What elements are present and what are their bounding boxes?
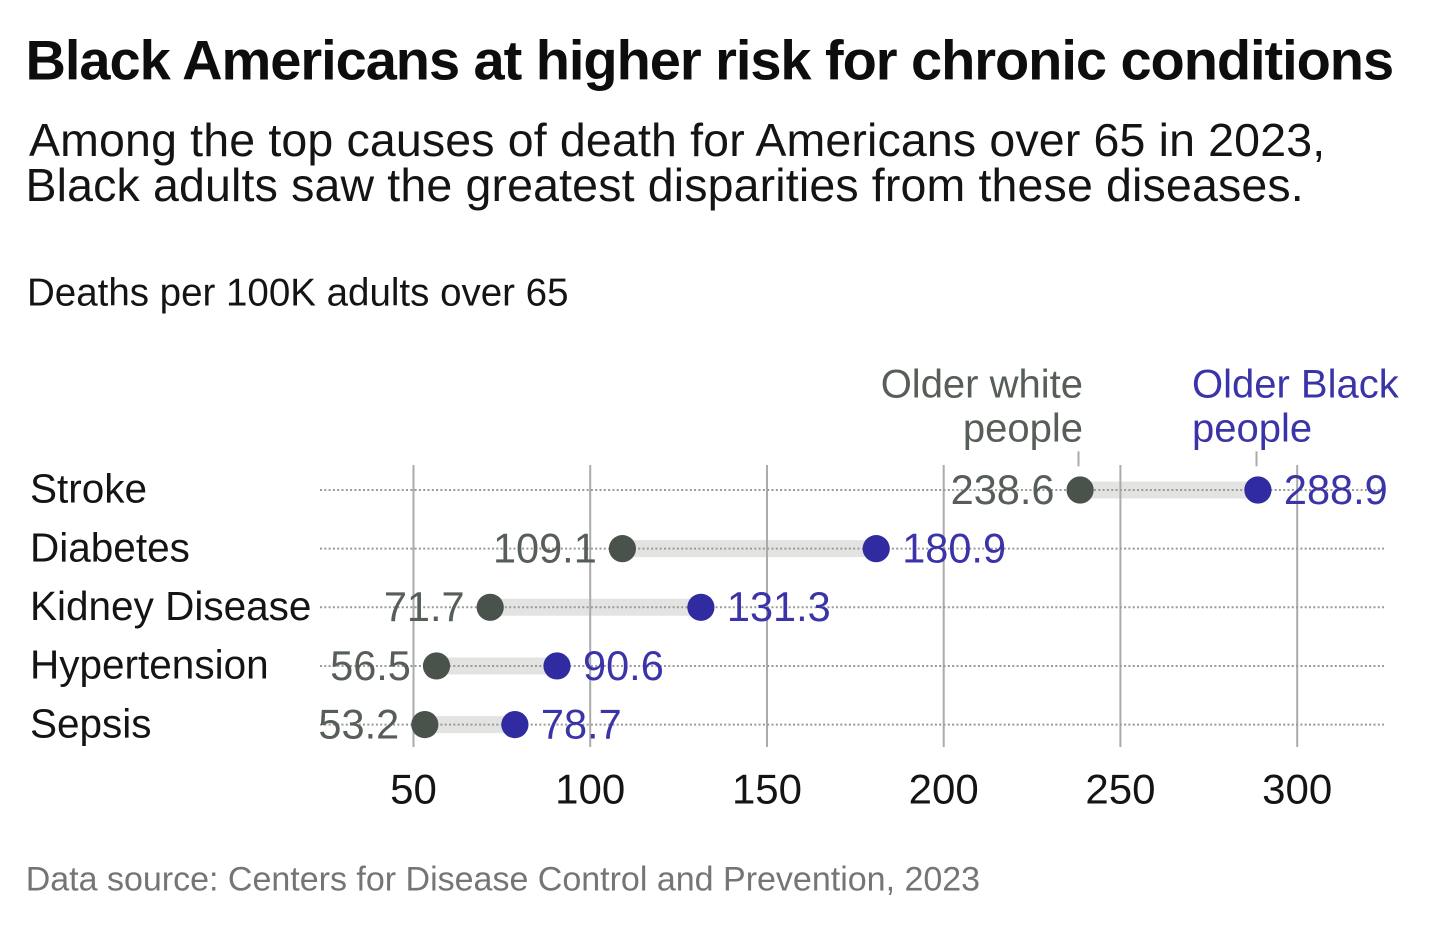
svg-text:Black Americans at higher risk: Black Americans at higher risk for chron… [26,28,1394,91]
svg-text:300: 300 [1262,765,1332,812]
svg-text:Black adults saw the greatest: Black adults saw the greatest disparitie… [26,159,1304,211]
svg-text:90.6: 90.6 [583,642,664,689]
svg-text:Deaths per 100K adults over 65: Deaths per 100K adults over 65 [27,271,568,314]
svg-text:people: people [1192,407,1312,451]
svg-text:Data source: Centers for Disea: Data source: Centers for Disease Control… [26,861,980,899]
svg-text:100: 100 [555,765,625,812]
svg-text:180.9: 180.9 [902,524,1006,571]
svg-text:Sepsis: Sepsis [30,700,152,746]
svg-text:Among the top causes of death: Among the top causes of death for Americ… [29,114,1325,166]
svg-text:288.9: 288.9 [1284,466,1388,513]
svg-text:Older Black: Older Black [1192,362,1400,406]
svg-text:50: 50 [390,765,437,812]
svg-text:Diabetes: Diabetes [30,524,190,570]
svg-text:200: 200 [909,765,979,812]
svg-text:150: 150 [732,765,802,812]
svg-text:238.6: 238.6 [951,466,1055,513]
svg-text:78.7: 78.7 [541,700,622,747]
svg-text:Hypertension: Hypertension [30,642,269,688]
svg-text:109.1: 109.1 [493,524,597,571]
svg-text:Kidney Disease: Kidney Disease [30,583,311,629]
svg-text:131.3: 131.3 [727,583,831,630]
svg-text:Older white: Older white [881,362,1083,406]
svg-text:56.5: 56.5 [330,642,411,689]
svg-text:Stroke: Stroke [30,466,147,512]
svg-text:71.7: 71.7 [384,583,465,630]
svg-text:people: people [963,407,1083,451]
svg-text:53.2: 53.2 [318,700,399,747]
svg-text:250: 250 [1085,765,1155,812]
